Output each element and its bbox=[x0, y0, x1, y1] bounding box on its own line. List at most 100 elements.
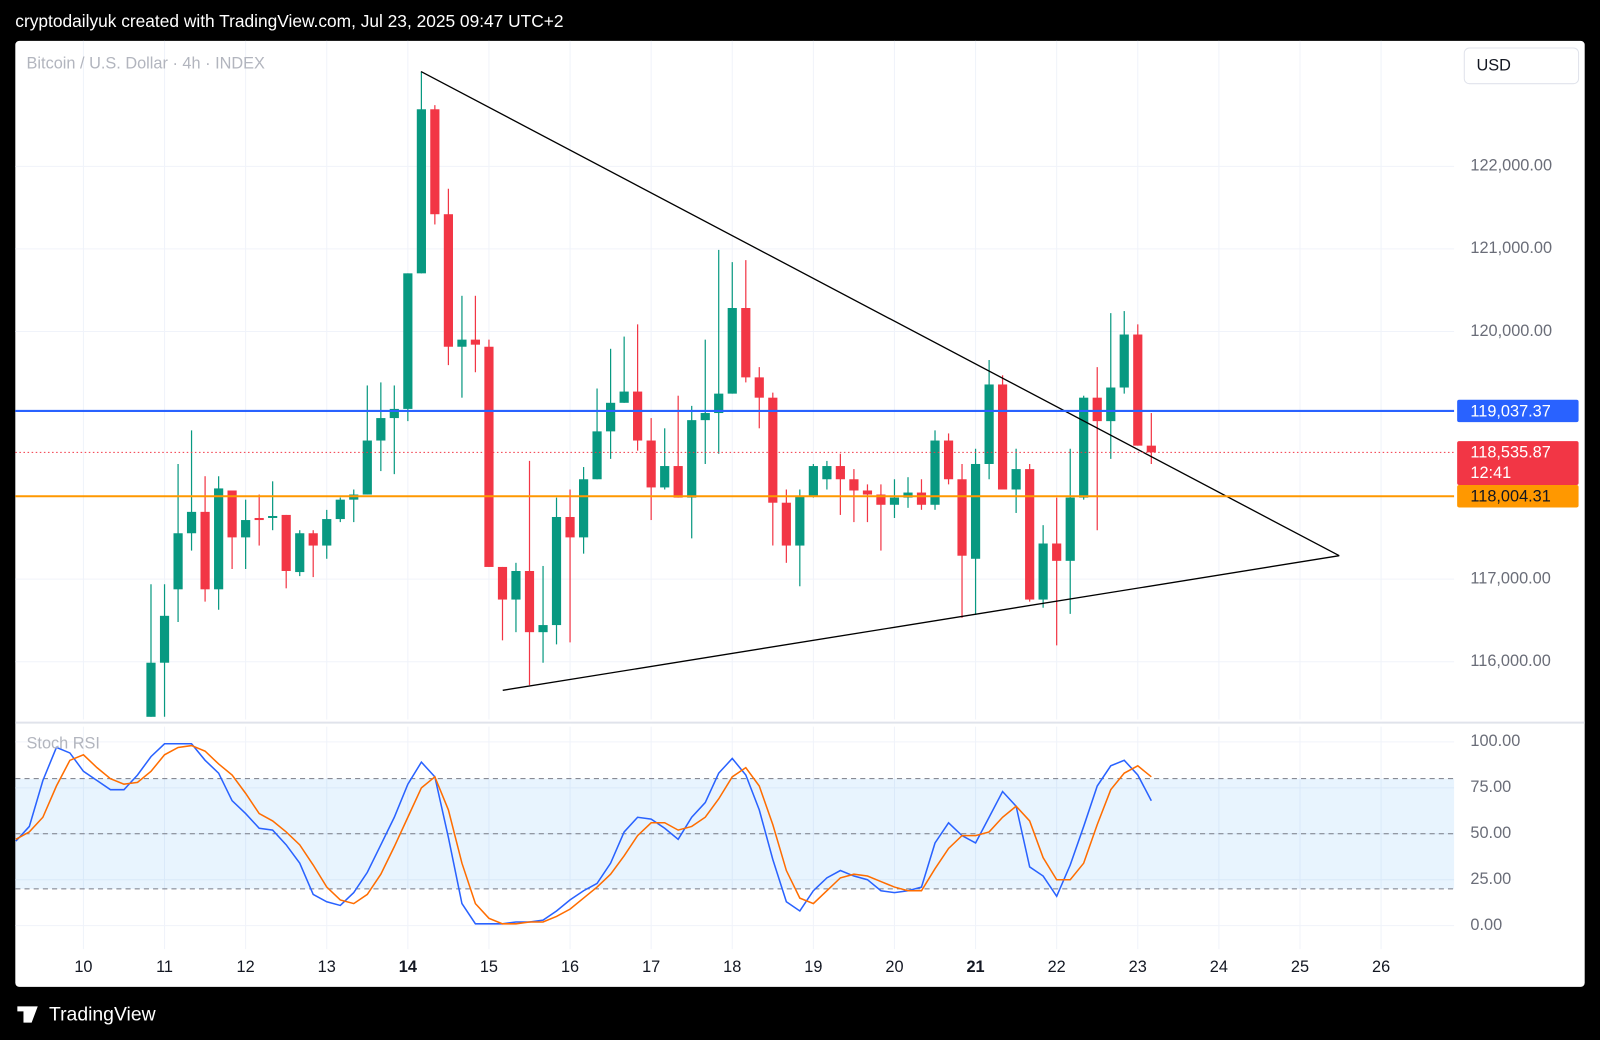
candle-body bbox=[362, 440, 372, 495]
candle-body bbox=[781, 502, 791, 546]
price-label-box bbox=[1457, 441, 1579, 486]
candle-body bbox=[822, 466, 832, 480]
currency-button[interactable] bbox=[1463, 47, 1580, 85]
candle-body bbox=[511, 570, 521, 600]
candle-body bbox=[903, 492, 913, 498]
candle-body bbox=[700, 413, 710, 421]
candle-body bbox=[1106, 387, 1116, 422]
candle-body bbox=[389, 408, 399, 419]
candle-body bbox=[457, 339, 467, 347]
candle-body bbox=[619, 391, 629, 403]
candle-body bbox=[1011, 469, 1021, 490]
candle-body bbox=[943, 440, 954, 480]
candle-body bbox=[741, 308, 751, 378]
candle-body bbox=[497, 566, 508, 600]
header-text: cryptodailyuk created with TradingView.c… bbox=[15, 11, 563, 31]
candle-body bbox=[579, 479, 589, 538]
footer-logo bbox=[17, 1006, 38, 1023]
x-tick-label: 19 bbox=[804, 958, 822, 976]
candle-body bbox=[835, 466, 845, 480]
footer-brand: TradingView bbox=[49, 1004, 157, 1026]
price-label: 119,037.37 bbox=[1470, 402, 1550, 420]
candle-body bbox=[241, 520, 251, 538]
x-tick-label: 20 bbox=[885, 958, 903, 976]
x-tick-label: 10 bbox=[74, 958, 92, 976]
candle-body bbox=[1146, 445, 1156, 453]
candle-body bbox=[430, 109, 440, 215]
candle-body bbox=[876, 494, 886, 505]
candle-body bbox=[984, 384, 994, 464]
trendline bbox=[420, 70, 1340, 557]
x-tick-label: 12 bbox=[237, 958, 255, 976]
x-tick-label: 24 bbox=[1210, 958, 1228, 976]
candle-body bbox=[186, 511, 197, 534]
candle-body bbox=[997, 384, 1008, 490]
x-tick-label: 15 bbox=[480, 958, 498, 976]
candle-body bbox=[795, 495, 805, 546]
candle-body bbox=[173, 533, 183, 590]
candle-body bbox=[889, 497, 900, 505]
candle-body bbox=[322, 519, 332, 546]
trendline bbox=[502, 555, 1340, 691]
candle-body bbox=[1025, 469, 1035, 600]
price-label: 118,004.31 bbox=[1470, 488, 1550, 506]
candle-body bbox=[930, 440, 940, 505]
candle-body bbox=[660, 466, 670, 488]
y-tick-label: 117,000.00 bbox=[1470, 569, 1550, 587]
candle-body bbox=[754, 377, 764, 398]
candle-body bbox=[1119, 334, 1129, 388]
candle-body bbox=[227, 490, 237, 538]
candle-body bbox=[1133, 334, 1143, 446]
candle-body bbox=[849, 479, 859, 491]
candle-body bbox=[551, 516, 562, 626]
candle-body bbox=[1079, 397, 1089, 498]
candle-body bbox=[214, 488, 224, 590]
candle-body bbox=[1065, 497, 1075, 561]
stoch-line bbox=[15, 744, 1152, 925]
y-tick-label: 25.00 bbox=[1470, 870, 1511, 888]
y-tick-label: 121,000.00 bbox=[1470, 239, 1552, 257]
candle-body bbox=[1092, 397, 1102, 422]
x-tick-label: 16 bbox=[561, 958, 579, 976]
currency-label[interactable]: USD bbox=[1477, 57, 1511, 75]
candle-body bbox=[1038, 543, 1048, 600]
y-tick-label: 50.00 bbox=[1470, 824, 1511, 842]
candle-body bbox=[687, 420, 697, 498]
y-tick-label: 120,000.00 bbox=[1470, 322, 1552, 340]
candle-body bbox=[146, 662, 156, 717]
y-tick-label: 75.00 bbox=[1470, 778, 1511, 796]
candle-body bbox=[308, 533, 318, 546]
y-tick-label: 122,000.00 bbox=[1470, 157, 1552, 175]
candle-body bbox=[970, 463, 981, 559]
x-tick-label: 17 bbox=[642, 958, 660, 976]
x-tick-label: 14 bbox=[399, 958, 417, 976]
candle-body bbox=[862, 490, 873, 495]
candle-body bbox=[633, 391, 643, 441]
candle-body bbox=[403, 273, 413, 409]
x-tick-label: 11 bbox=[156, 958, 173, 976]
candle-body bbox=[1052, 543, 1062, 561]
candle-body bbox=[200, 511, 210, 590]
candle-body bbox=[592, 431, 602, 480]
candle-body bbox=[808, 466, 818, 496]
candle-body bbox=[565, 516, 575, 538]
candle-body bbox=[524, 570, 535, 633]
candle-body bbox=[443, 214, 453, 347]
y-tick-label: 0.00 bbox=[1470, 916, 1502, 934]
y-tick-label: 100.00 bbox=[1470, 732, 1520, 750]
price-label-box bbox=[1457, 485, 1579, 508]
candle-body bbox=[538, 625, 548, 633]
candle-body bbox=[714, 393, 724, 414]
candle-body bbox=[416, 109, 426, 274]
pane-title: Bitcoin / U.S. Dollar · 4h · INDEX bbox=[27, 55, 266, 73]
y-tick-label: 116,000.00 bbox=[1470, 652, 1550, 670]
candle-body bbox=[484, 346, 494, 567]
x-tick-label: 26 bbox=[1372, 958, 1390, 976]
candle-body bbox=[376, 418, 386, 441]
candle-body bbox=[646, 440, 656, 488]
x-tick-label: 18 bbox=[723, 958, 741, 976]
candle-body bbox=[335, 499, 345, 520]
countdown-label: 12:41 bbox=[1470, 464, 1511, 482]
candle-body bbox=[268, 516, 278, 518]
